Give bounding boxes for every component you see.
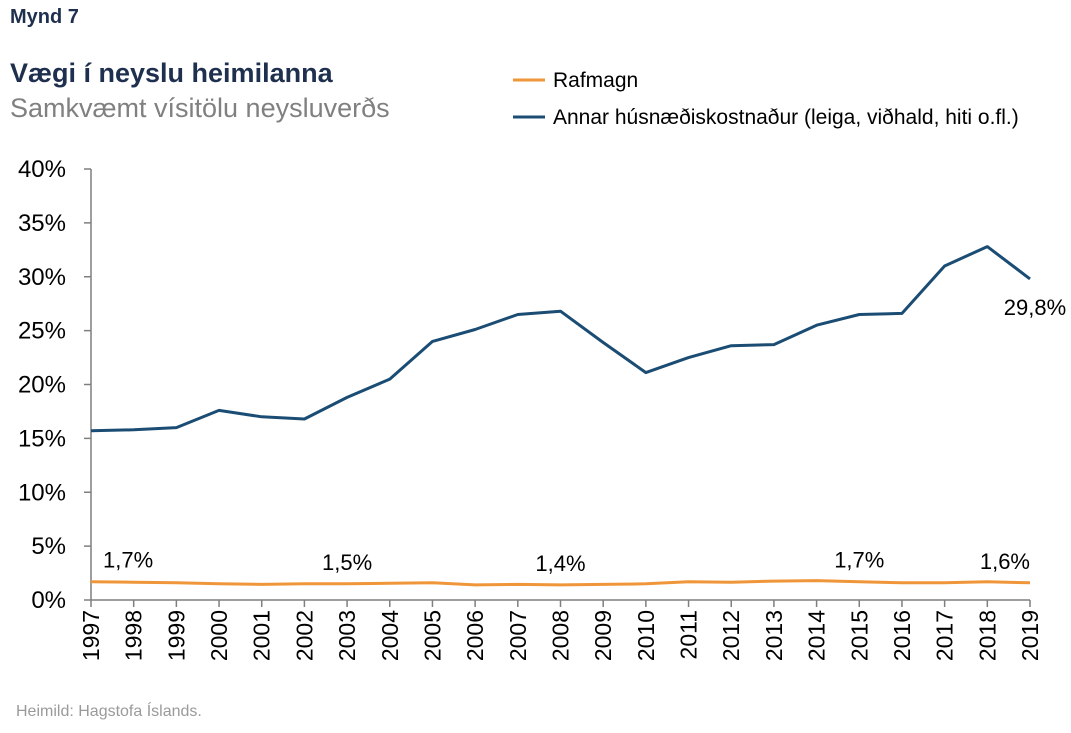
series-line-annar-husnaediskostnadur: [90, 245, 1031, 433]
x-tick-label: 2006: [462, 610, 488, 661]
chart-legend: Rafmagn Annar húsnæðiskostnaður (leiga, v…: [513, 69, 1019, 129]
x-tick-label: 2009: [590, 610, 616, 661]
y-tick-label: 20%: [18, 372, 66, 399]
x-tick-label: 2019: [1017, 610, 1043, 661]
figure-label: Mynd 7: [10, 6, 79, 28]
x-tick-label: 2013: [761, 610, 787, 661]
legend-label: Annar húsnæðiskostnaður (leiga, viðhald,…: [553, 106, 1019, 129]
legend-label: Rafmagn: [553, 69, 638, 92]
chart-subtitle: Samkvæmt vísitölu neysluverðs: [10, 93, 390, 123]
x-tick-label: 2018: [974, 610, 1000, 661]
x-tick-label: 2004: [377, 610, 403, 661]
x-tick-label: 2014: [804, 610, 830, 661]
chart-series: [90, 245, 1031, 587]
x-tick-label: 2017: [932, 610, 958, 661]
data-label: 1,7%: [834, 548, 884, 573]
x-tick-label: 1997: [78, 610, 104, 661]
y-tick-label: 0%: [31, 587, 66, 614]
x-tick-label: 2001: [249, 610, 275, 661]
x-tick-label: 2003: [334, 610, 360, 661]
x-tick-label: 2012: [718, 610, 744, 661]
x-tick-label: 1999: [163, 610, 189, 661]
x-tick-label: 2007: [505, 610, 531, 661]
y-tick-label: 10%: [18, 479, 66, 506]
chart-annotations: 1,7% 1,5% 1,4% 1,7% 1,6% 29,8%: [103, 295, 1066, 576]
data-label: 1,6%: [980, 549, 1030, 574]
data-label: 29,8%: [1004, 295, 1066, 320]
x-tick-label: 2011: [676, 610, 702, 659]
x-tick-label: 2016: [889, 610, 915, 661]
y-tick-label: 5%: [31, 533, 66, 560]
y-tick-label: 15%: [18, 425, 66, 452]
y-tick-label: 40%: [18, 156, 66, 183]
source-note: Heimild: Hagstofa Íslands.: [16, 703, 202, 720]
x-tick-label: 2010: [633, 610, 659, 661]
chart-title: Vægi í neyslu heimilanna: [10, 58, 333, 88]
x-tick-label: 2005: [419, 610, 445, 661]
data-label: 1,7%: [103, 548, 153, 573]
data-label: 1,4%: [535, 551, 585, 576]
x-tick-label: 2000: [206, 610, 232, 661]
x-tick-label: 1998: [121, 610, 147, 661]
x-tick-label: 2002: [291, 610, 317, 661]
y-tick-label: 30%: [18, 264, 66, 291]
y-tick-label: 35%: [18, 210, 66, 237]
x-tick-label: 2008: [548, 610, 574, 661]
y-tick-label: 25%: [18, 318, 66, 345]
chart-axes: 0% 5% 10% 15% 20% 25% 30% 35% 40% 1997 1998 1999 200…: [18, 156, 1043, 661]
data-label: 1,5%: [322, 550, 372, 575]
x-tick-label: 2015: [846, 610, 872, 661]
series-line-rafmagn: [90, 579, 1031, 587]
